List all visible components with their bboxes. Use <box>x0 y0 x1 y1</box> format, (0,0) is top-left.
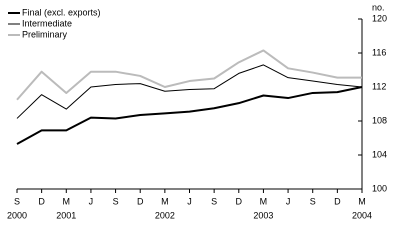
x-tick-label: D <box>236 196 243 206</box>
x-year-label: 2002 <box>155 210 175 220</box>
series-line <box>16 64 363 119</box>
x-tick-label: D <box>334 196 341 206</box>
y-tick-label: 100 <box>372 183 387 193</box>
x-tick-label: M <box>358 196 366 206</box>
series-line <box>16 86 363 145</box>
x-tick-label: S <box>310 196 316 206</box>
x-tick-label: J <box>286 196 291 206</box>
y-tick-label: 108 <box>372 115 387 125</box>
y-unit: no. <box>372 2 385 12</box>
y-tick-label: 116 <box>372 47 386 57</box>
y-tick-label: 104 <box>372 149 387 159</box>
legend-label: Preliminary <box>22 29 68 39</box>
legend-label: Intermediate <box>22 18 72 28</box>
chart: no. 100 104 108 112 116 120 S 2000 D M 2001 J S D M 200… <box>7 2 387 220</box>
x-tick-label: M <box>63 196 71 206</box>
x-tick-label: D <box>137 196 144 206</box>
x-tick-label: D <box>38 196 45 206</box>
x-year-label: 2003 <box>253 210 273 220</box>
x-tick-label: J <box>89 196 94 206</box>
x-tick-label: M <box>260 196 268 206</box>
y-tick-label: 120 <box>372 13 387 23</box>
x-tick-label: M <box>161 196 169 206</box>
legend-label: Final (excl. exports) <box>22 7 101 17</box>
x-tick-label: S <box>14 196 20 206</box>
x-year-label: 2000 <box>7 210 27 220</box>
y-tick-label: 112 <box>372 81 386 91</box>
x-tick-label: S <box>211 196 217 206</box>
series-line <box>16 49 362 101</box>
x-year-label: 2001 <box>56 210 76 220</box>
x-tick-label: S <box>113 196 119 206</box>
x-tick-label: J <box>187 196 192 206</box>
x-year-label: 2004 <box>352 210 372 220</box>
